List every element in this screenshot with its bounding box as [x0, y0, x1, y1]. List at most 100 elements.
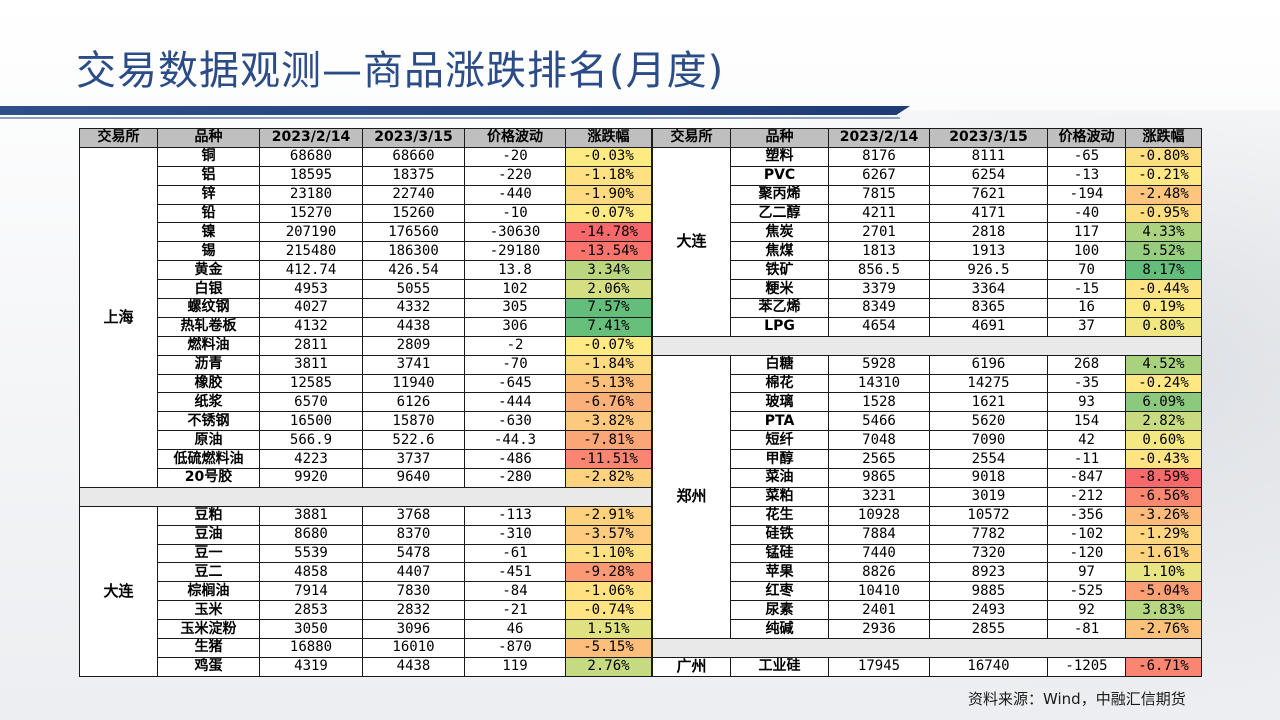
pct-change-cell: -0.07%	[565, 203, 652, 224]
pct-change-cell: -3.57%	[565, 524, 652, 545]
price-date1-cell: 412.74	[259, 260, 363, 281]
price-date1-cell: 9920	[259, 468, 363, 488]
price-date2-cell: 6254	[929, 165, 1048, 186]
price-date2-cell: 522.6	[362, 430, 465, 451]
pct-change-cell: -5.04%	[1125, 581, 1202, 602]
price-date1-cell: 16880	[259, 638, 363, 658]
table-row: 棉花 14310 14275 -35 -0.24%	[653, 373, 1202, 394]
price-date1-cell: 16500	[259, 411, 363, 432]
header-pct-change: 涨跌幅	[565, 128, 652, 148]
price-date2-cell: 7782	[929, 524, 1048, 545]
variety-cell: 苯乙烯	[730, 298, 829, 318]
left-ranking-table: 交易所 品种 2023/2/14 2023/3/15 价格波动 涨跌幅 上海铜 6…	[79, 128, 652, 677]
price-date1-cell: 1528	[828, 392, 930, 413]
price-date1-cell: 3050	[259, 619, 363, 640]
price-date1-cell: 3379	[828, 279, 930, 300]
variety-cell: 锌	[157, 184, 260, 205]
table-row: 郑州 白糖 5928 6196 268 4.52%	[652, 354, 1202, 640]
header-date-1: 2023/2/14	[259, 128, 363, 148]
group-separator-row	[652, 335, 1202, 356]
table-row: 聚丙烯 7815 7621 -194 -2.48%	[653, 184, 1202, 205]
price-date1-cell: 8680	[259, 524, 363, 545]
table-row: 热轧卷板 4132 4438 306 7.41%	[80, 316, 652, 337]
table-row: 菜油 9865 9018 -847 -8.59%	[653, 468, 1202, 488]
variety-cell: 聚丙烯	[730, 184, 829, 205]
price-date2-cell: 2554	[929, 449, 1048, 470]
price-date1-cell: 2401	[828, 600, 930, 621]
table-row: 燃料油 2811 2809 -2 -0.07%	[80, 335, 652, 356]
price-date1-cell: 215480	[259, 241, 363, 262]
pct-change-cell: -1.06%	[565, 581, 652, 602]
table-row: 鸡蛋 4319 4438 119 2.76%	[80, 656, 652, 677]
price-date2-cell: 5055	[362, 279, 465, 300]
price-date1-cell: 2936	[828, 619, 930, 640]
pct-change-cell: 2.82%	[1125, 411, 1202, 432]
variety-cell: 锡	[157, 241, 260, 262]
price-date2-cell: 7621	[929, 184, 1048, 205]
variety-cell: 棕榈油	[157, 581, 260, 602]
table-row: 原油 566.9 522.6 -44.3 -7.81%	[80, 430, 652, 451]
title-underline-line	[0, 117, 900, 119]
pct-change-cell: -14.78%	[565, 222, 652, 243]
pct-change-cell: -0.21%	[1125, 165, 1202, 186]
pct-change-cell: -13.54%	[565, 241, 652, 262]
price-date1-cell: 2701	[828, 222, 930, 243]
table-row: 豆二 4858 4407 -451 -9.28%	[80, 562, 652, 583]
variety-cell: 铁矿	[730, 260, 829, 281]
price-date2-cell: 2832	[362, 600, 465, 621]
table-row: 玻璃 1528 1621 93 6.09%	[653, 392, 1202, 413]
variety-cell: 玻璃	[730, 392, 829, 413]
table-row: 乙二醇 4211 4171 -40 -0.95%	[653, 203, 1202, 224]
variety-cell: 20号胶	[157, 468, 260, 488]
price-date1-cell: 856.5	[828, 260, 930, 281]
pct-change-cell: -2.76%	[1125, 619, 1202, 640]
price-date2-cell: 9885	[929, 581, 1048, 602]
table-row: 玉米淀粉 3050 3096 46 1.51%	[80, 619, 652, 640]
pct-change-cell: 7.41%	[565, 316, 652, 337]
pct-change-cell: -6.76%	[565, 392, 652, 413]
price-date1-cell: 9865	[828, 468, 930, 488]
price-date2-cell: 3364	[929, 279, 1048, 300]
pct-change-cell: 6.09%	[1125, 392, 1202, 413]
price-change-cell: 117	[1047, 222, 1126, 243]
price-date1-cell: 2811	[259, 335, 363, 356]
price-change-cell: -280	[464, 468, 566, 488]
separator-cell	[652, 638, 1202, 658]
price-date2-cell: 7830	[362, 581, 465, 602]
pct-change-cell: -6.56%	[1125, 486, 1202, 507]
price-date2-cell: 8923	[929, 562, 1048, 583]
price-change-cell: -486	[464, 449, 566, 470]
variety-cell: PVC	[730, 165, 829, 186]
table-row: 20号胶 9920 9640 -280 -2.82%	[80, 468, 652, 488]
price-change-cell: -70	[464, 354, 566, 375]
variety-cell: 红枣	[730, 581, 829, 602]
title-underline-bar	[0, 106, 910, 115]
price-date2-cell: 4438	[362, 316, 465, 337]
price-date1-cell: 7884	[828, 524, 930, 545]
price-date1-cell: 207190	[259, 222, 363, 243]
price-change-cell: -194	[1047, 184, 1126, 205]
table-row: 上海铜 68680 68660 -20 -0.03%	[79, 146, 652, 488]
price-change-cell: -20	[464, 146, 566, 167]
price-change-cell: -310	[464, 524, 566, 545]
table-row: 锌 23180 22740 -440 -1.90%	[80, 184, 652, 205]
price-date2-cell: 8365	[929, 298, 1048, 318]
header-variety: 品种	[157, 128, 260, 148]
page-title: 交易数据观测—商品涨跌排名(月度)	[76, 48, 725, 94]
price-date2-cell: 176560	[362, 222, 465, 243]
price-date2-cell: 1913	[929, 241, 1048, 262]
price-change-cell: 93	[1047, 392, 1126, 413]
exchange-cell: 大连	[79, 505, 158, 677]
price-change-cell: -847	[1047, 468, 1126, 488]
pct-change-cell: 7.57%	[565, 298, 652, 318]
price-change-cell: 97	[1047, 562, 1126, 583]
pct-change-cell: 1.51%	[565, 619, 652, 640]
table-row: 甲醇 2565 2554 -11 -0.43%	[653, 449, 1202, 470]
variety-cell: 花生	[730, 505, 829, 526]
price-date2-cell: 14275	[929, 373, 1048, 394]
price-date1-cell: 17945	[828, 656, 930, 677]
price-date1-cell: 5539	[259, 543, 363, 564]
variety-cell: 豆一	[157, 543, 260, 564]
price-date1-cell: 23180	[259, 184, 363, 205]
source-note: 资料来源：Wind，中融汇信期货	[968, 690, 1186, 708]
